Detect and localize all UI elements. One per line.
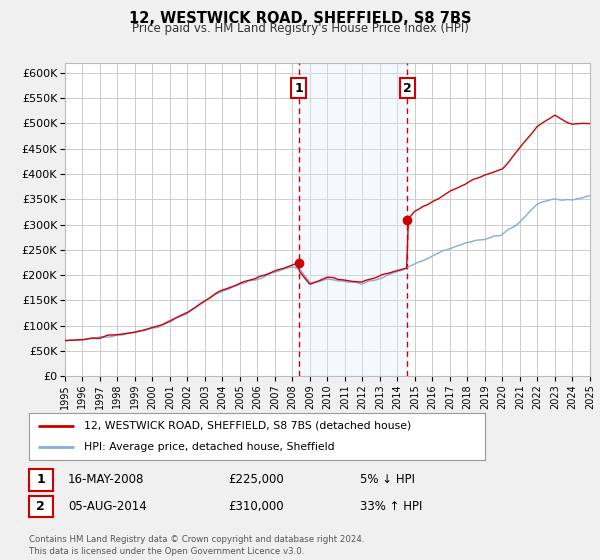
Text: 2: 2 [37,500,45,513]
Text: Contains HM Land Registry data © Crown copyright and database right 2024.
This d: Contains HM Land Registry data © Crown c… [29,535,364,556]
Text: 1: 1 [37,473,45,487]
Text: 16-MAY-2008: 16-MAY-2008 [68,473,144,487]
Text: 12, WESTWICK ROAD, SHEFFIELD, S8 7BS (detached house): 12, WESTWICK ROAD, SHEFFIELD, S8 7BS (de… [83,421,411,431]
Bar [299,63,407,376]
Text: 05-AUG-2014: 05-AUG-2014 [68,500,146,513]
Text: Price paid vs. HM Land Registry's House Price Index (HPI): Price paid vs. HM Land Registry's House … [131,22,469,35]
Text: HPI: Average price, detached house, Sheffield: HPI: Average price, detached house, Shef… [83,442,334,452]
Text: 12, WESTWICK ROAD, SHEFFIELD, S8 7BS: 12, WESTWICK ROAD, SHEFFIELD, S8 7BS [129,11,471,26]
Text: 5% ↓ HPI: 5% ↓ HPI [360,473,415,487]
Text: 33% ↑ HPI: 33% ↑ HPI [360,500,422,513]
Text: 1: 1 [295,82,303,95]
Text: £225,000: £225,000 [228,473,284,487]
Text: £310,000: £310,000 [228,500,284,513]
Text: 2: 2 [403,82,412,95]
